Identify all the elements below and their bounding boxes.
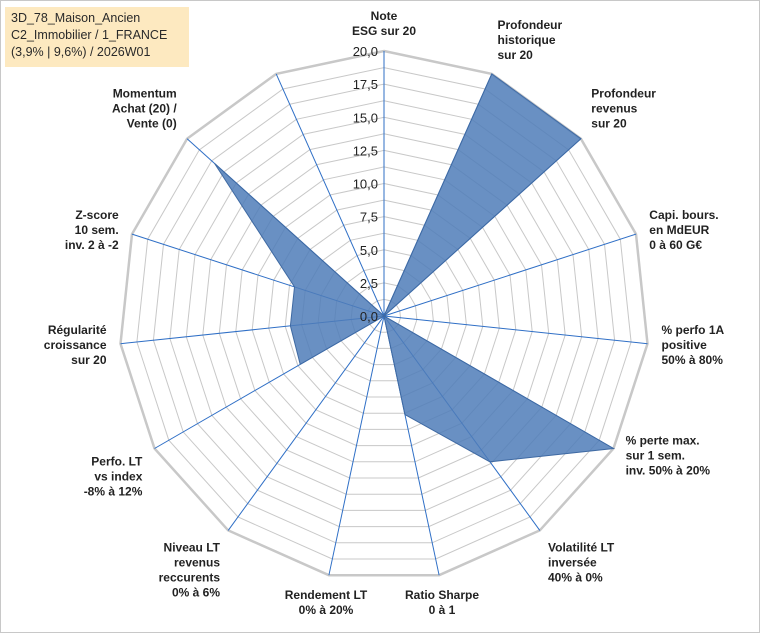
category-label-line: Capi. bours. [649, 208, 718, 222]
category-label: Régularité croissance sur 20 [44, 323, 107, 367]
category-label: Capi. bours. en MdEUR 0 à 60 G€ [649, 208, 718, 252]
category-label-line: Régularité [48, 323, 107, 337]
title-line-3: (3,9% | 9,6%) / 2026W01 [11, 45, 151, 59]
category-label-line: positive [662, 338, 708, 352]
grid-ring [235, 166, 533, 463]
category-label-line: inv. 2 à -2 [65, 238, 119, 252]
grid-ring [169, 100, 599, 528]
axis-spoke [328, 315, 385, 576]
tick-label: 5,0 [360, 243, 378, 258]
category-label-line: 0% à 20% [299, 603, 354, 617]
data-series-area [214, 73, 616, 463]
category-label-line: 0% à 6% [172, 586, 220, 600]
category-label: Niveau LT revenus reccurents 0% à 6% [159, 541, 221, 600]
category-label-line: sur 20 [498, 48, 534, 62]
category-label: Note ESG sur 20 [352, 9, 416, 38]
grid-ring [202, 133, 566, 495]
category-label-line: 40% à 0% [548, 571, 603, 585]
category-label-line: Perfo. LT [91, 455, 143, 469]
category-label-line: % perfo 1A [662, 323, 725, 337]
tick-label: 20,0 [353, 44, 378, 59]
category-label-line: reccurents [159, 571, 221, 585]
category-label: Momentum Achat (20) / Vente (0) [112, 86, 177, 130]
category-label-line: Achat (20) / [112, 101, 177, 115]
category-label-line: Z-score [75, 208, 119, 222]
category-label-line: Profondeur [498, 18, 563, 32]
category-label-line: Ratio Sharpe [405, 588, 479, 602]
category-label-line: 0 à 1 [429, 603, 456, 617]
category-label: Rendement LT 0% à 20% [285, 588, 368, 617]
category-label-line: inv. 50% à 20% [626, 464, 711, 478]
tick-label: 17,5 [353, 77, 378, 92]
tick-label: 10,0 [353, 177, 378, 192]
category-label-line: 0 à 60 G€ [649, 238, 702, 252]
axis-spoke [383, 315, 648, 345]
category-label-line: Profondeur [591, 86, 656, 100]
category-label-line: revenus [174, 556, 220, 570]
category-label-line: Rendement LT [285, 588, 368, 602]
tick-label: 2,5 [360, 276, 378, 291]
category-label-line: Vente (0) [127, 116, 177, 130]
category-label-line: revenus [591, 101, 637, 115]
category-label-line: ESG sur 20 [352, 24, 416, 38]
category-label-line: croissance [44, 338, 107, 352]
category-label-line: 10 sem. [75, 223, 119, 237]
title-line-1: 3D_78_Maison_Ancien [11, 11, 141, 25]
category-label: % perfo 1A positive 50% à 80% [662, 323, 725, 367]
category-label-line: 50% à 80% [662, 353, 724, 367]
category-label: Z-score 10 sem. inv. 2 à -2 [65, 208, 119, 252]
category-label: Perfo. LT vs index -8% à 12% [84, 455, 143, 499]
grid-ring [185, 116, 583, 511]
category-label-line: sur 20 [71, 353, 107, 367]
category-label-line: vs index [94, 470, 142, 484]
category-label-line: -8% à 12% [84, 485, 143, 499]
category-label-line: en MdEUR [649, 223, 709, 237]
grid-ring [152, 83, 616, 544]
grid-ring [136, 67, 632, 560]
category-label: Volatilité LT inversée 40% à 0% [548, 541, 615, 585]
category-label-line: sur 20 [591, 116, 627, 130]
axis-spoke [383, 233, 637, 317]
category-label: Profondeur revenus sur 20 [591, 86, 656, 130]
tick-label: 15,0 [353, 110, 378, 125]
axis-spoke [227, 315, 385, 531]
category-label: Profondeur historique sur 20 [498, 18, 563, 62]
chart-title-box: 3D_78_Maison_Ancien C2_Immobilier / 1_FR… [5, 7, 189, 67]
tick-label: 0,0 [360, 309, 378, 324]
category-label-line: Momentum [113, 86, 177, 100]
grid-outer-ring [119, 49, 649, 577]
category-label: % perte max. sur 1 sem. inv. 50% à 20% [626, 434, 711, 478]
axis-spoke [275, 73, 385, 317]
category-label-line: Note [371, 9, 398, 23]
tick-label: 12,5 [353, 143, 378, 158]
category-label-line: inversée [548, 556, 597, 570]
tick-label: 7,5 [360, 210, 378, 225]
category-label-line: % perte max. [626, 434, 700, 448]
title-line-2: C2_Immobilier / 1_FRANCE [11, 28, 168, 42]
grid-ring [218, 149, 550, 479]
category-label-line: Niveau LT [164, 541, 221, 555]
category-label: Ratio Sharpe 0 à 1 [405, 588, 479, 617]
category-label-line: Volatilité LT [548, 541, 615, 555]
category-label-line: sur 1 sem. [626, 449, 685, 463]
category-label-line: historique [498, 33, 556, 47]
